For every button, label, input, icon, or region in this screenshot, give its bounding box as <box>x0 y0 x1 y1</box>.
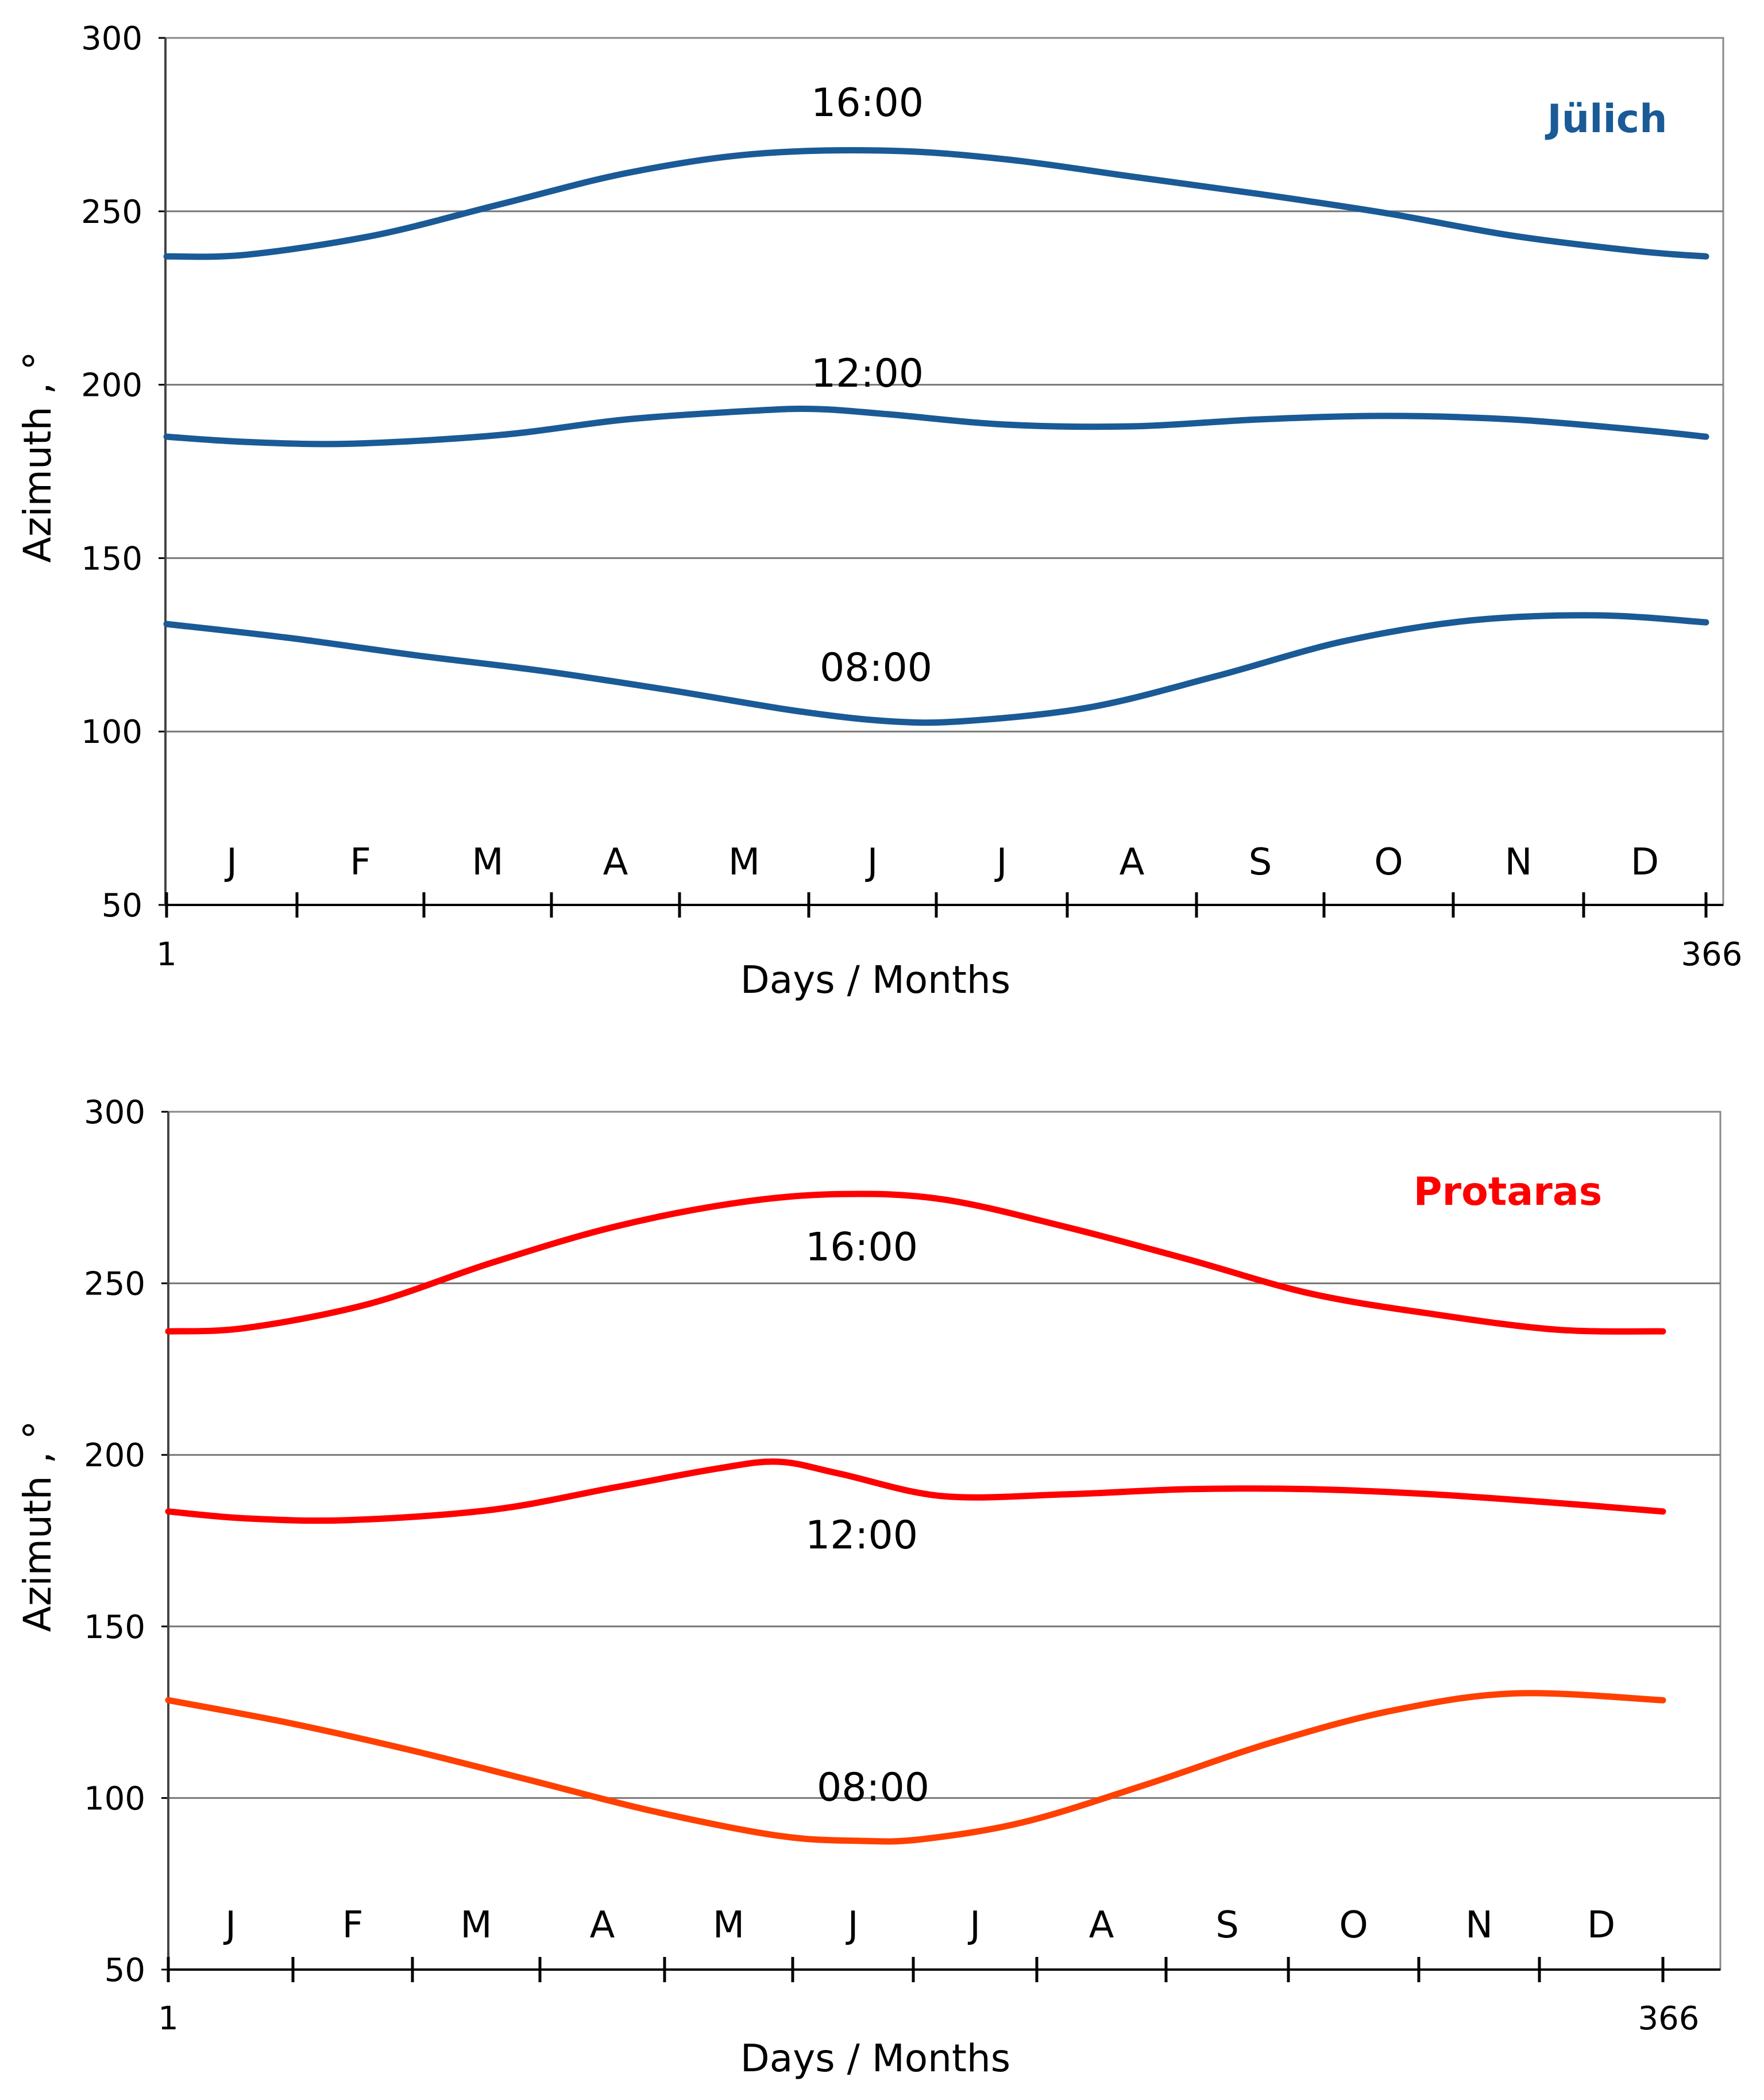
month-label: M <box>472 841 503 884</box>
x-start-label: 1 <box>156 936 177 973</box>
series-label-1600: 16:00 <box>805 1224 918 1270</box>
month-label: J <box>846 1904 859 1947</box>
y-tick-label: 150 <box>81 540 142 577</box>
series-line-0800 <box>163 612 1709 726</box>
x-axis-title: Days / Months <box>740 958 1010 1002</box>
series-label-1200: 12:00 <box>805 1513 918 1558</box>
y-tick-label: 150 <box>84 1609 145 1646</box>
y-tick-label: 300 <box>84 1094 145 1131</box>
month-label: O <box>1339 1904 1368 1947</box>
month-label: F <box>350 841 371 884</box>
month-label: N <box>1505 841 1533 884</box>
y-tick-label: 200 <box>81 367 142 404</box>
month-label: D <box>1631 841 1659 884</box>
month-label: M <box>460 1904 492 1947</box>
series-line-1600 <box>165 1190 1666 1335</box>
place-label: Jülich <box>1545 97 1667 142</box>
month-label: O <box>1374 841 1403 884</box>
y-tick-label: 50 <box>105 1952 145 1989</box>
month-label: A <box>590 1904 615 1947</box>
plot-frame <box>167 1111 1721 1971</box>
plot-frame <box>164 37 1724 906</box>
month-label: J <box>865 841 878 884</box>
series-label-1200: 12:00 <box>811 351 924 396</box>
month-label: F <box>342 1904 364 1947</box>
y-tick-label: 100 <box>84 1780 145 1817</box>
month-label: A <box>1089 1904 1114 1947</box>
series-line-1600 <box>163 147 1709 260</box>
month-label: A <box>1120 841 1145 884</box>
series-line-1200 <box>163 405 1709 448</box>
x-end-label: 366 <box>1638 2000 1700 2037</box>
month-label: S <box>1215 1904 1239 1947</box>
series-line-1200 <box>165 1458 1666 1524</box>
month-label: D <box>1587 1904 1615 1947</box>
series-label-0800: 08:00 <box>817 1765 929 1810</box>
month-label: J <box>967 1904 981 1947</box>
place-label: Protaras <box>1414 1169 1602 1215</box>
series-label-1600: 16:00 <box>811 80 924 126</box>
month-label: S <box>1249 841 1272 884</box>
month-label: N <box>1465 1904 1493 1947</box>
y-tick-label: 250 <box>81 194 142 231</box>
y-axis-title: Azimuth , ° <box>16 352 60 563</box>
y-tick-label: 50 <box>102 887 142 924</box>
x-start-label: 1 <box>158 2000 179 2037</box>
chart-protaras: 50 100 150 200 250 300 J F M A M J J A S O N D 1 366 Days / … <box>16 1094 1721 2080</box>
chart-julich: 50 100 150 200 250 300 J F M A M J J A S O N D 1 366 Days / … <box>16 20 1743 1002</box>
x-axis-title: Days / Months <box>740 2036 1010 2080</box>
y-axis-title: Azimuth , ° <box>16 1421 60 1632</box>
month-label: M <box>728 841 760 884</box>
y-tick-label: 200 <box>84 1437 145 1474</box>
series-line-0800 <box>165 1690 1666 1845</box>
month-label: A <box>603 841 628 884</box>
series-label-0800: 08:00 <box>820 645 932 691</box>
y-tick-label: 100 <box>81 714 142 751</box>
month-label: M <box>713 1904 744 1947</box>
month-label: J <box>994 841 1008 884</box>
y-tick-label: 250 <box>84 1266 145 1303</box>
month-label: J <box>224 841 237 884</box>
y-tick-label: 300 <box>81 20 142 57</box>
month-label: J <box>223 1904 236 1947</box>
x-end-label: 366 <box>1681 936 1743 973</box>
